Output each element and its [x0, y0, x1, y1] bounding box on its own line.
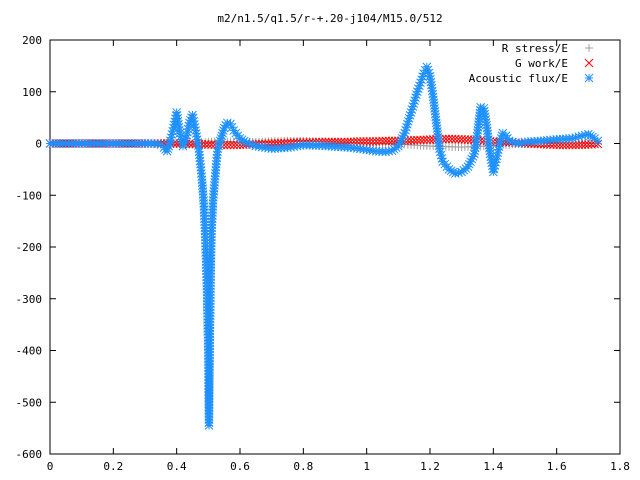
- data-point: [384, 136, 394, 146]
- x-tick-label: 1.8: [610, 460, 630, 473]
- legend-marker: [584, 58, 594, 68]
- data-point: [416, 135, 425, 145]
- data-point: [588, 132, 597, 142]
- data-point: [406, 136, 416, 145]
- y-tick-label: -500: [16, 396, 43, 409]
- y-tick-label: -200: [16, 241, 43, 254]
- data-point: [378, 136, 387, 146]
- data-point: [412, 135, 422, 145]
- data-point: [457, 135, 467, 144]
- data-point: [387, 136, 397, 146]
- data-point: [447, 134, 457, 144]
- data-point: [593, 136, 603, 146]
- legend: R stress/E G work/E Acoustic flux/E: [469, 42, 594, 85]
- data-point: [425, 135, 435, 144]
- data-point: [359, 137, 368, 146]
- data-point: [460, 135, 470, 144]
- data-point: [409, 135, 419, 145]
- axes: 0 0.2 0.4 0.6 0.8 1 1.2 1.4 1.6 1.8 200 100 0 -100 -20…: [16, 34, 630, 473]
- y-tick-label: -400: [16, 345, 43, 358]
- data-point: [203, 140, 213, 149]
- y-tick-label: 0: [35, 138, 42, 151]
- y-tick-label: -100: [16, 189, 43, 202]
- data-marks: [45, 62, 603, 430]
- legend-marker: [585, 44, 593, 52]
- x-tick-label: 0: [47, 460, 54, 473]
- x-tick-label: 1: [363, 460, 370, 473]
- data-point: [422, 135, 432, 145]
- x-tick-label: 0.2: [103, 460, 123, 473]
- legend-label: G work/E: [515, 57, 568, 70]
- data-point: [362, 137, 372, 146]
- data-point: [463, 135, 473, 144]
- y-tick-label: 200: [22, 34, 42, 47]
- x-tick-label: 0.6: [230, 460, 250, 473]
- data-point: [374, 136, 384, 146]
- data-point: [450, 134, 460, 144]
- data-point: [371, 136, 381, 146]
- series-2: [45, 62, 603, 430]
- data-point: [368, 137, 378, 146]
- chart-title: m2/n1.5/q1.5/r-+.20-j104/M15.0/512: [217, 12, 442, 25]
- legend-label: Acoustic flux/E: [469, 72, 568, 85]
- x-tick-label: 1.4: [483, 460, 503, 473]
- x-tick-label: 0.4: [167, 460, 187, 473]
- x-tick-label: 1.6: [547, 460, 567, 473]
- data-point: [365, 137, 375, 146]
- data-point: [200, 140, 210, 149]
- data-point: [577, 140, 587, 150]
- legend-marker: [584, 73, 594, 83]
- y-tick-label: 100: [22, 86, 42, 99]
- x-tick-label: 1.2: [420, 460, 440, 473]
- data-point: [444, 134, 454, 144]
- data-point: [454, 134, 463, 144]
- data-point: [226, 140, 235, 150]
- data-point: [441, 134, 451, 144]
- y-tick-label: -600: [16, 448, 43, 461]
- legend-label: R stress/E: [502, 42, 568, 55]
- x-tick-label: 0.8: [293, 460, 313, 473]
- data-point: [381, 136, 391, 146]
- y-tick-label: -300: [16, 293, 43, 306]
- data-point: [419, 135, 429, 145]
- data-point: [207, 140, 216, 150]
